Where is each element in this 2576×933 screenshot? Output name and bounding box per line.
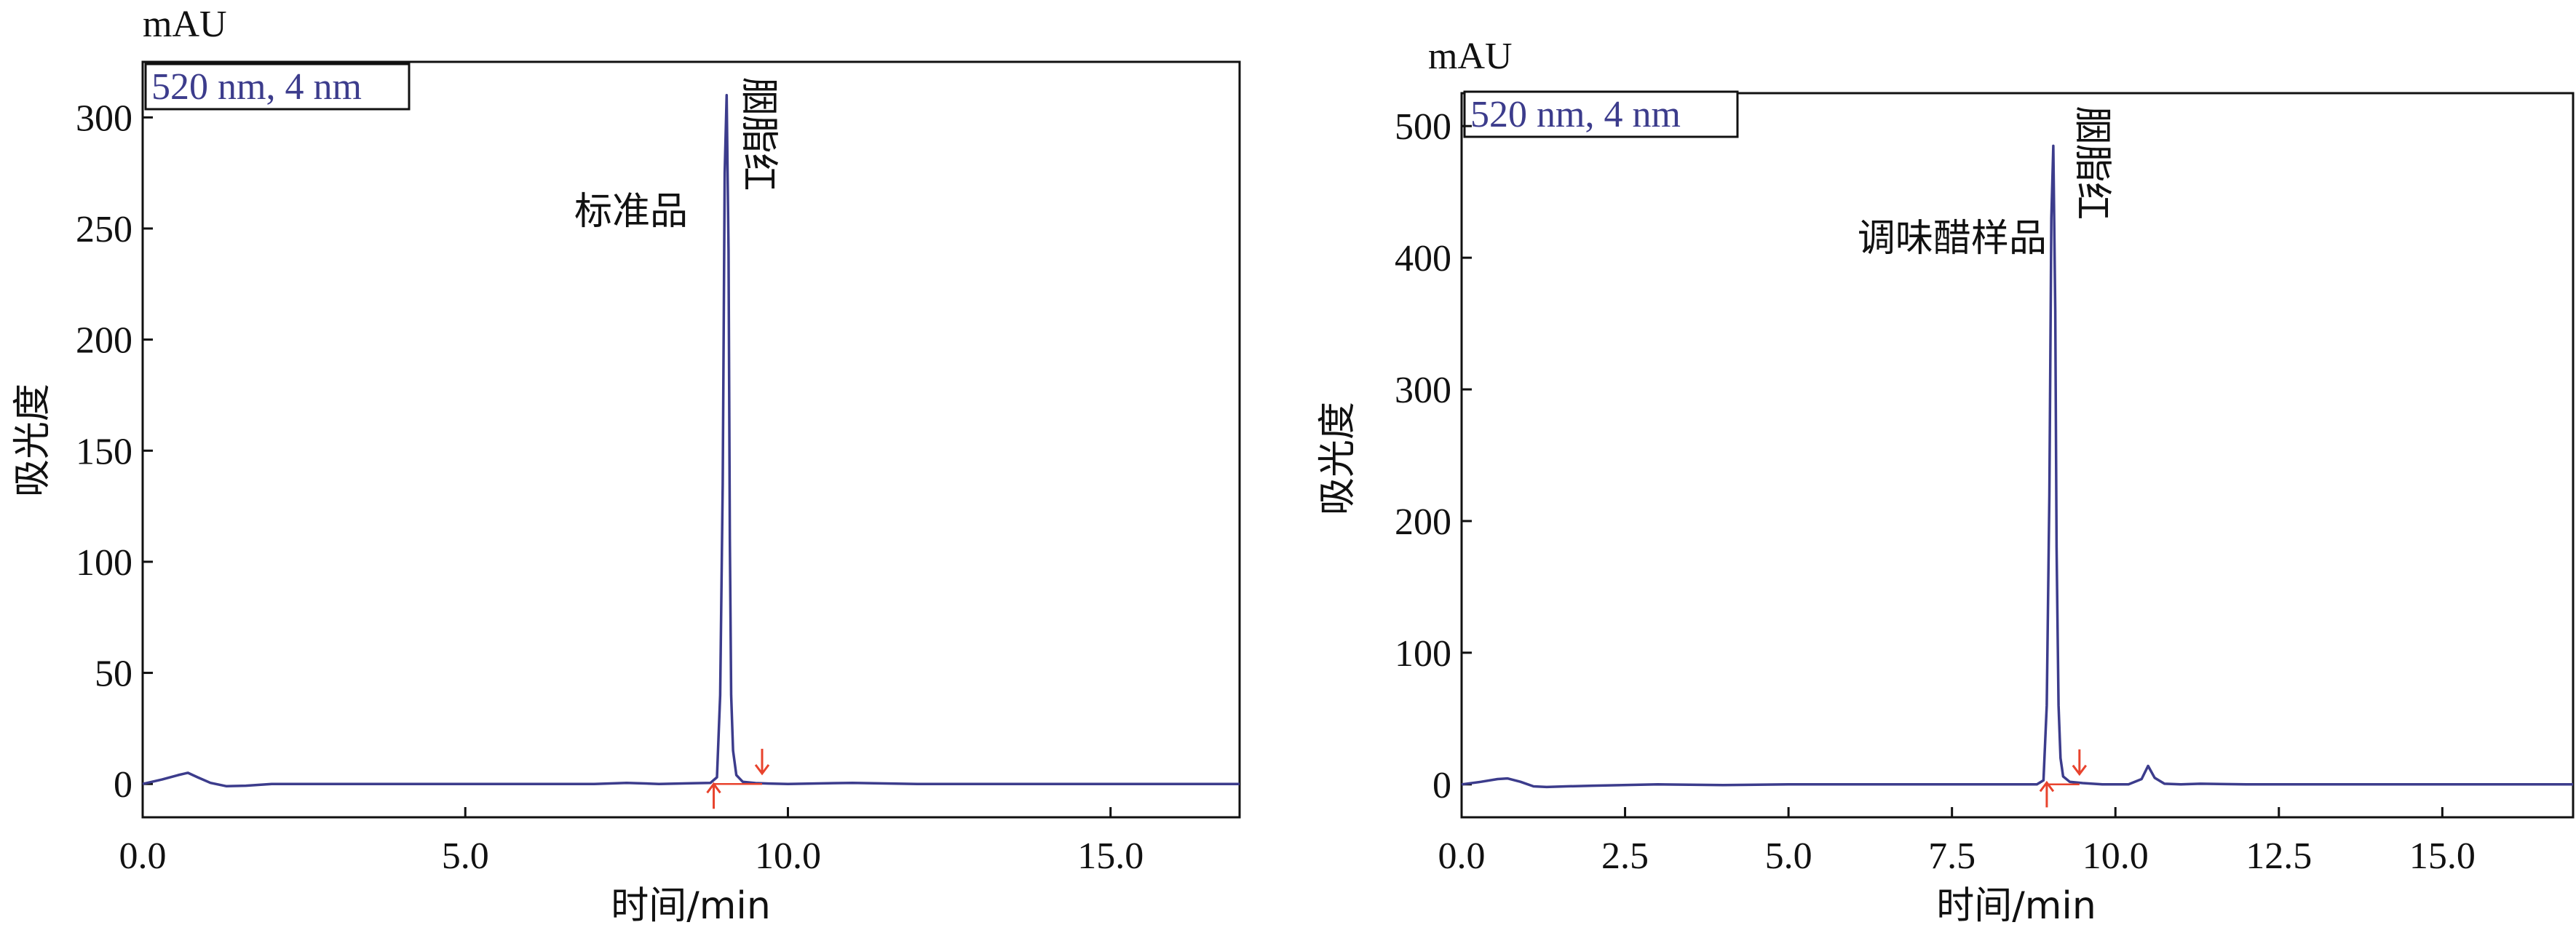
plot-frame <box>141 60 1241 819</box>
integration-marker-up <box>2039 780 2055 808</box>
chromatogram-trace <box>1461 144 2573 789</box>
wavelength-legend-text: 520 nm, 4 nm <box>151 66 362 108</box>
wavelength-legend-box <box>1463 90 1739 138</box>
unit-label: mAU <box>1428 36 1513 77</box>
y-tick-label: 100 <box>76 542 132 584</box>
unit-label: mAU <box>143 4 227 45</box>
y-axis-label: 吸光度 <box>1316 402 1360 515</box>
y-tick-label: 400 <box>1395 238 1451 279</box>
plot-frame <box>1460 92 2575 819</box>
y-tick-label: 0 <box>1432 765 1451 806</box>
chart-panel-standard: mAU 520 nm, 4 nm 0 50 100 150 200 250 300 0.0 5.0 1… <box>11 4 1241 928</box>
chart-panel-sample: mAU 520 nm, 4 nm 0 100 200 300 400 500 0.0 2.5 5.0… <box>1316 36 2575 928</box>
x-tick-label: 10.0 <box>2082 835 2149 877</box>
wavelength-legend-text: 520 nm, 4 nm <box>1470 94 1681 135</box>
y-tick-label: 100 <box>1395 633 1451 675</box>
x-tick-label: 12.5 <box>2246 835 2312 877</box>
y-axis-label: 吸光度 <box>11 384 55 497</box>
x-tick-label: 2.5 <box>1601 835 1649 877</box>
y-tick-label: 0 <box>114 764 132 806</box>
x-axis-label: 时间/min <box>1936 884 2096 928</box>
x-tick-label: 0.0 <box>119 835 167 877</box>
y-tick-label: 200 <box>76 320 132 362</box>
peak-label-compound: 胭脂红 <box>737 77 780 191</box>
integration-marker-down <box>754 748 770 776</box>
y-tick-label: 300 <box>76 98 132 139</box>
x-tick-label: 15.0 <box>1077 835 1144 877</box>
y-tick-label: 150 <box>76 431 132 472</box>
chromatogram-trace <box>142 94 1240 788</box>
peak-label-sample: 调味醋样品 <box>1858 217 2047 261</box>
y-tick-label: 500 <box>1395 106 1451 148</box>
x-tick-label: 7.5 <box>1928 835 1975 877</box>
y-tick-label: 300 <box>1395 370 1451 411</box>
y-tick-label: 200 <box>1395 501 1451 543</box>
integration-marker-up <box>706 782 721 809</box>
x-tick-label: 15.0 <box>2409 835 2476 877</box>
x-tick-label: 0.0 <box>1438 835 1486 877</box>
integration-marker-down <box>2072 749 2088 777</box>
y-tick-label: 50 <box>95 654 132 695</box>
peak-label-compound: 胭脂红 <box>2070 106 2114 220</box>
wavelength-legend-box <box>144 63 411 111</box>
x-tick-label: 5.0 <box>442 835 489 877</box>
x-tick-label: 5.0 <box>1765 835 1812 877</box>
y-tick-label: 250 <box>76 209 132 250</box>
peak-label-sample: 标准品 <box>574 190 688 234</box>
x-tick-label: 10.0 <box>755 835 821 877</box>
x-axis-label: 时间/min <box>611 884 771 928</box>
